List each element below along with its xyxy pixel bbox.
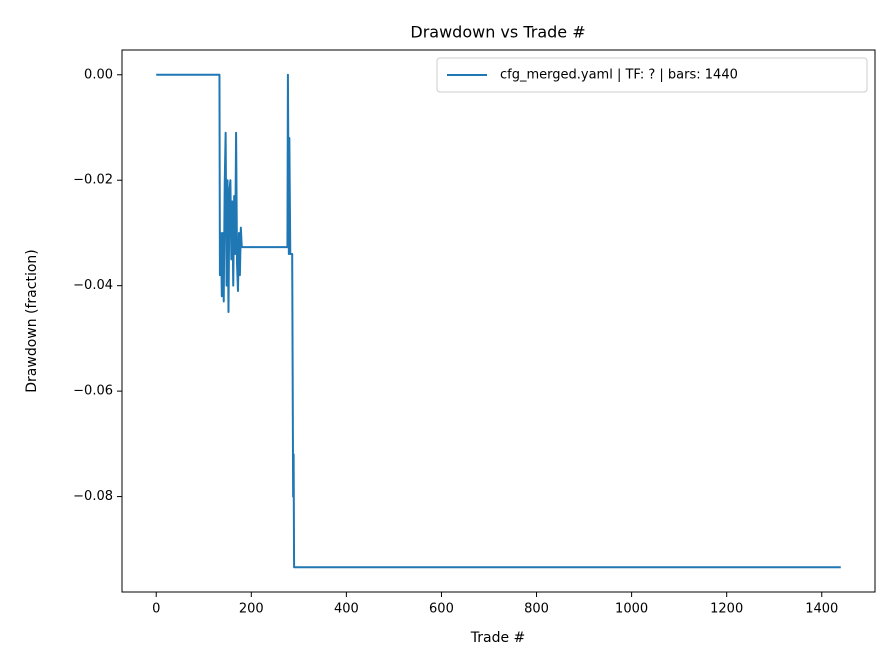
- x-tick-label: 800: [524, 602, 549, 617]
- y-tick-label: −0.06: [73, 384, 113, 399]
- x-tick-label: 400: [334, 602, 359, 617]
- y-tick-label: −0.02: [73, 173, 113, 188]
- legend-label: cfg_merged.yaml | TF: ? | bars: 1440: [500, 68, 738, 83]
- x-tick-label: 200: [239, 602, 264, 617]
- plot-frame: [121, 49, 876, 593]
- x-axis-label: Trade #: [470, 630, 526, 646]
- x-tick-label: 1400: [805, 602, 838, 617]
- chart-title: Drawdown vs Trade #: [410, 23, 585, 42]
- x-tick-label: 600: [429, 602, 454, 617]
- y-tick-label: −0.04: [73, 278, 113, 293]
- x-tick-label: 0: [152, 602, 160, 617]
- y-axis-label: Drawdown (fraction): [24, 249, 40, 393]
- y-tick-label: 0.00: [84, 67, 113, 82]
- x-tick-label: 1000: [615, 602, 648, 617]
- x-tick-label: 1200: [710, 602, 743, 617]
- legend-box: [436, 57, 868, 93]
- y-tick-label: −0.08: [73, 489, 113, 504]
- series-line: [156, 73, 841, 569]
